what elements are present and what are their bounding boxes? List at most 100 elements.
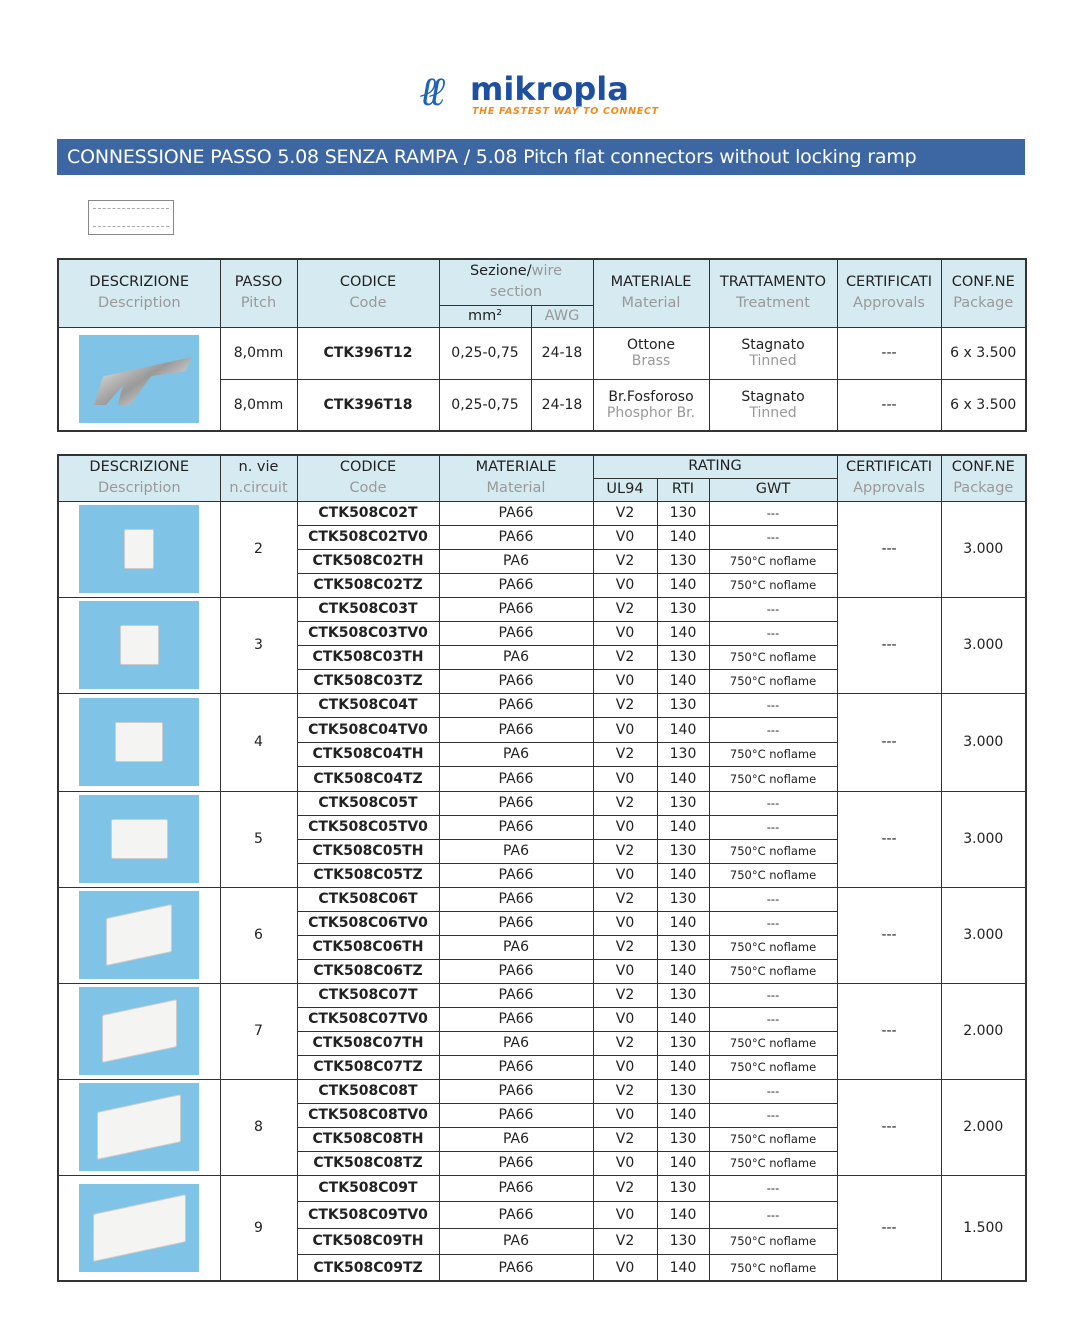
code-cell: CTK508C05T <box>296 790 440 816</box>
code-cell: CTK508C03TV0 <box>296 620 440 646</box>
approvals-cell: --- <box>836 1174 942 1282</box>
product-photo <box>57 326 221 432</box>
package-cell: 3.000 <box>940 596 1027 694</box>
header-gwt: GWT <box>708 477 838 502</box>
code-cell: CTK508C03T <box>296 596 440 622</box>
material-cell: PA66 <box>438 1201 594 1229</box>
housings-table: DESCRIZIONE Description n. vie n.circuit C… <box>57 454 1028 1282</box>
table-row: CTK508C02TH PA6 V2 130 750°C noflame <box>58 548 1026 574</box>
table-row: 9 CTK508C09T PA66 V2 130 --- --- 1.500 <box>57 1174 1027 1282</box>
product-photo <box>57 596 221 694</box>
gwt-cell: --- <box>708 717 838 743</box>
code-cell: CTK508C02T <box>296 500 440 526</box>
approvals-cell: --- <box>836 1078 942 1176</box>
table-row: CTK508C02TZ PA66 V0 140 750°C noflame <box>58 572 1026 598</box>
product-photo <box>57 500 221 598</box>
rti-cell: 130 <box>656 741 710 767</box>
rti-cell: 140 <box>656 910 710 936</box>
ul94-cell: V2 <box>592 741 658 767</box>
table-row: CTK508C03TH PA6 V2 130 750°C noflame <box>58 644 1026 670</box>
rti-cell: 140 <box>656 1254 710 1282</box>
gwt-cell: --- <box>708 692 838 718</box>
logo-mark-icon: ℓℓ <box>420 68 446 115</box>
package-cell: 2.000 <box>940 1078 1027 1176</box>
table-row: CTK508C04TZ PA66 V0 140 750°C noflame <box>58 766 1026 792</box>
code-cell: CTK508C08TH <box>296 1126 440 1152</box>
header-package: CONF.NE Package <box>940 258 1027 328</box>
ul94-cell: V0 <box>592 717 658 743</box>
rti-cell: 130 <box>656 1227 710 1255</box>
code-cell: CTK508C07TV0 <box>296 1006 440 1032</box>
table-row: CTK508C05TH PA6 V2 130 750°C noflame <box>58 838 1026 864</box>
rti-cell: 130 <box>656 886 710 912</box>
table-row: 8,0mm CTK396T18 0,25-0,75 24-18 Br.Fosforoso… <box>58 378 1027 432</box>
product-photo <box>57 1174 221 1282</box>
gwt-cell: --- <box>708 1201 838 1229</box>
header-package: CONF.NE Package <box>940 454 1027 502</box>
rti-cell: 140 <box>656 1006 710 1032</box>
treatment-cell: Stagnato Tinned <box>708 326 838 380</box>
material-cell: PA66 <box>438 862 594 888</box>
table-row: CTK508C09TH PA6 V2 130 750°C noflame <box>58 1227 1026 1255</box>
logo-name: mikropla <box>470 70 629 108</box>
ul94-cell: V0 <box>592 862 658 888</box>
material-cell: PA6 <box>438 1126 594 1152</box>
table-row: CTK508C07TZ PA66 V0 140 750°C noflame <box>58 1054 1026 1080</box>
gwt-cell: 750°C noflame <box>708 741 838 767</box>
table-row: CTK508C04TH PA6 V2 130 750°C noflame <box>58 741 1026 767</box>
approvals-cell: --- <box>836 692 942 792</box>
code-cell: CTK508C06TZ <box>296 958 440 984</box>
ul94-cell: V0 <box>592 766 658 792</box>
material-cell: PA66 <box>438 886 594 912</box>
awg-cell: 24-18 <box>530 378 594 432</box>
ul94-cell: V2 <box>592 692 658 718</box>
ul94-cell: V0 <box>592 1150 658 1176</box>
circuits-cell: 3 <box>219 596 298 694</box>
approvals-cell: --- <box>836 378 942 432</box>
table-row: CTK508C02TV0 PA66 V0 140 --- <box>58 524 1026 550</box>
connector-housing-image <box>97 1094 182 1160</box>
gwt-cell: 750°C noflame <box>708 838 838 864</box>
code-cell: CTK508C02TZ <box>296 572 440 598</box>
gwt-cell: 750°C noflame <box>708 548 838 574</box>
table-row: CTK508C05TZ PA66 V0 140 750°C noflame <box>58 862 1026 888</box>
gwt-cell: 750°C noflame <box>708 958 838 984</box>
header-treatment: TRATTAMENTO Treatment <box>708 258 838 328</box>
ul94-cell: V0 <box>592 958 658 984</box>
gwt-cell: --- <box>708 1078 838 1104</box>
ul94-cell: V2 <box>592 1078 658 1104</box>
table-row: CTK508C06TV0 PA66 V0 140 --- <box>58 910 1026 936</box>
material-cell: PA66 <box>438 958 594 984</box>
material-cell: PA66 <box>438 790 594 816</box>
ul94-cell: V0 <box>592 1254 658 1282</box>
header-description: DESCRIZIONE Description <box>57 258 221 328</box>
table-row: CTK508C09TZ PA66 V0 140 750°C noflame <box>58 1254 1026 1282</box>
package-cell: 2.000 <box>940 982 1027 1080</box>
code-cell: CTK508C04TH <box>296 741 440 767</box>
rti-cell: 140 <box>656 1201 710 1229</box>
rti-cell: 130 <box>656 596 710 622</box>
rti-cell: 140 <box>656 717 710 743</box>
rti-cell: 130 <box>656 500 710 526</box>
ul94-cell: V0 <box>592 668 658 694</box>
code-cell: CTK508C03TZ <box>296 668 440 694</box>
mikropla-logo: ℓℓ mikropla THE FASTEST WAY TO CONNECT <box>420 68 660 120</box>
ul94-cell: V2 <box>592 1030 658 1056</box>
circuits-cell: 5 <box>219 790 298 888</box>
code-cell: CTK508C04TV0 <box>296 717 440 743</box>
gwt-cell: 750°C noflame <box>708 934 838 960</box>
package-cell: 3.000 <box>940 886 1027 984</box>
material-cell: PA66 <box>438 1174 594 1202</box>
code-cell: CTK508C08TV0 <box>296 1102 440 1128</box>
circuits-cell: 6 <box>219 886 298 984</box>
rti-cell: 140 <box>656 1150 710 1176</box>
code-cell: CTK508C08TZ <box>296 1150 440 1176</box>
rti-cell: 140 <box>656 668 710 694</box>
material-cell: PA66 <box>438 814 594 840</box>
material-cell: PA66 <box>438 1150 594 1176</box>
pitch-cell: 8,0mm <box>219 326 298 380</box>
ul94-cell: V2 <box>592 1227 658 1255</box>
circuits-cell: 2 <box>219 500 298 598</box>
header-approvals: CERTIFICATI Approvals <box>836 258 942 328</box>
package-cell: 6 x 3.500 <box>940 326 1027 380</box>
